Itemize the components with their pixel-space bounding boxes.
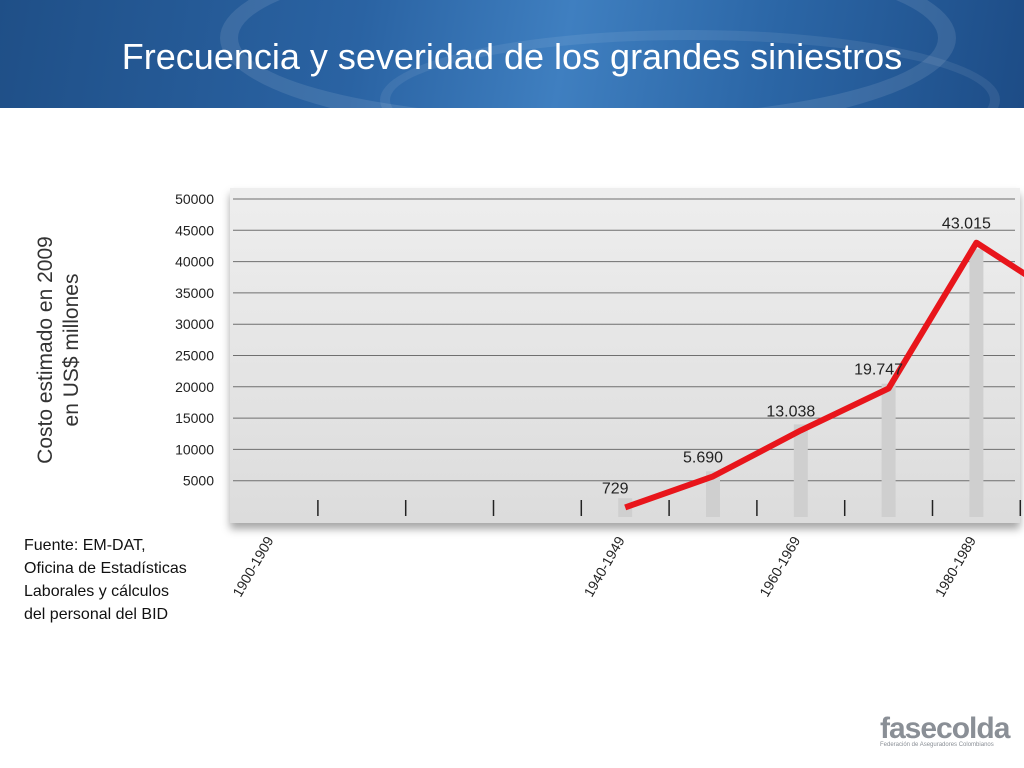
y-tick-label: 20000 bbox=[175, 379, 214, 395]
y-tick-label: 30000 bbox=[175, 316, 214, 332]
y-tick-label: 25000 bbox=[175, 348, 214, 364]
chart-axes: 5000 10000 15000 20000 25000 30000 35000 40000 4… bbox=[175, 191, 1022, 599]
source-line: Oficina de Estadísticas bbox=[24, 560, 187, 577]
bar bbox=[706, 471, 720, 517]
line-series bbox=[624, 239, 1024, 511]
data-label: 729 bbox=[602, 480, 629, 497]
bar bbox=[793, 424, 808, 517]
x-tick-label: 1900-1909 bbox=[229, 533, 276, 599]
page-title: Frecuencia y severidad de los grandes si… bbox=[121, 36, 903, 77]
source-line: del personal del BID bbox=[24, 606, 169, 623]
x-tick-label: 1940-1949 bbox=[580, 533, 627, 599]
data-label: 43.015 bbox=[942, 216, 991, 233]
y-tick-label: 5000 bbox=[183, 473, 214, 489]
source-line: Laborales y cálculos bbox=[24, 583, 169, 600]
chart-line-series bbox=[624, 239, 1024, 511]
bar bbox=[881, 383, 896, 517]
y-tick-label: 10000 bbox=[175, 441, 214, 457]
y-axis-title-line-1: Costo estimado en 2009 bbox=[34, 236, 57, 464]
y-tick-label: 40000 bbox=[175, 254, 214, 270]
header-banner: Frecuencia y severidad de los grandes si… bbox=[0, 0, 1024, 108]
data-label: 19.747 bbox=[854, 361, 903, 378]
fasecolda-logo: fasecolda Federación de Aseguradores Col… bbox=[880, 712, 1010, 756]
logo-tagline: Federación de Aseguradores Colombianos bbox=[880, 742, 994, 748]
y-tick-label: 45000 bbox=[175, 222, 214, 238]
logo-wordmark: fasecolda bbox=[880, 712, 1010, 745]
source-note: Fuente: EM-DAT, Oficina de Estadísticas … bbox=[24, 534, 224, 626]
bar bbox=[618, 498, 633, 517]
y-tick-label: 35000 bbox=[175, 285, 214, 301]
x-tick-label: 1960-1969 bbox=[756, 533, 803, 599]
x-tick-label: 1980-1989 bbox=[932, 533, 979, 599]
bar bbox=[969, 249, 984, 517]
y-axis-title: Costo estimado en 2009 en US$ millones bbox=[30, 200, 90, 500]
y-tick-label: 50000 bbox=[175, 191, 214, 207]
source-line: Fuente: EM-DAT, bbox=[24, 537, 146, 554]
y-axis-title-line-2: en US$ millones bbox=[60, 273, 83, 427]
data-label: 13.038 bbox=[766, 403, 815, 420]
y-tick-label: 15000 bbox=[175, 410, 214, 426]
chart-grid bbox=[233, 198, 1015, 482]
data-label: 5.690 bbox=[683, 449, 723, 466]
chart-bars bbox=[618, 249, 984, 517]
